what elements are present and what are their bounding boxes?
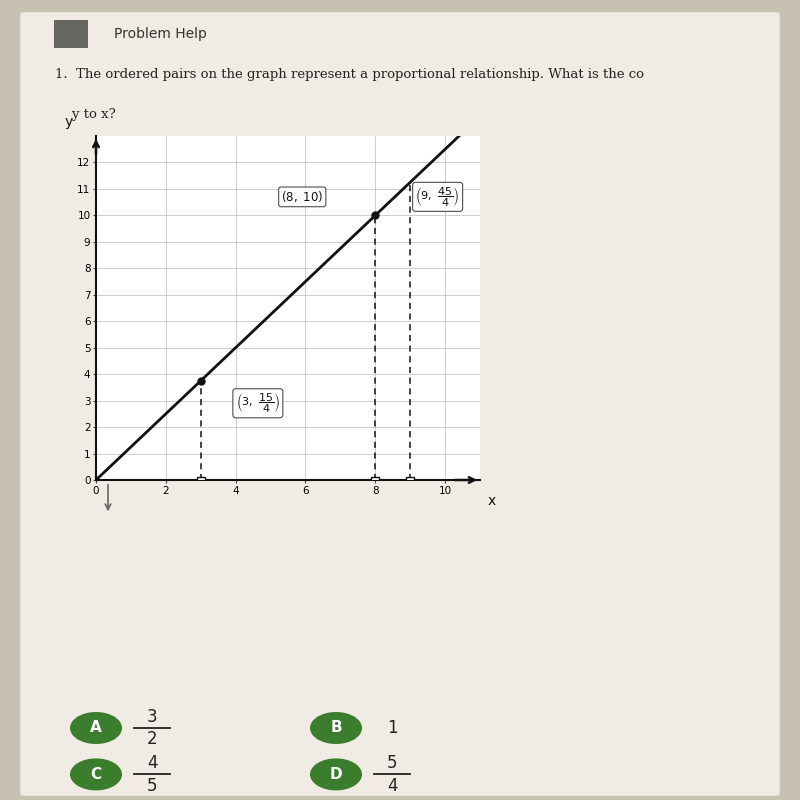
Bar bbox=[54, 19, 88, 48]
Text: $\left(9,\ \dfrac{45}{4}\right)$: $\left(9,\ \dfrac{45}{4}\right)$ bbox=[415, 185, 460, 209]
Text: 1.  The ordered pairs on the graph represent a proportional relationship. What i: 1. The ordered pairs on the graph repres… bbox=[54, 68, 644, 81]
Text: D: D bbox=[330, 767, 342, 782]
Text: $\left(3,\ \dfrac{15}{4}\right)$: $\left(3,\ \dfrac{15}{4}\right)$ bbox=[236, 391, 280, 415]
Text: B: B bbox=[330, 721, 342, 735]
Text: 2: 2 bbox=[146, 730, 158, 748]
Bar bbox=[371, 477, 379, 483]
Ellipse shape bbox=[70, 758, 122, 790]
Ellipse shape bbox=[310, 758, 362, 790]
Text: y: y bbox=[65, 115, 74, 129]
Text: 5: 5 bbox=[386, 754, 398, 772]
Text: 1: 1 bbox=[386, 719, 398, 737]
Text: 4: 4 bbox=[146, 754, 158, 772]
Text: 5: 5 bbox=[146, 777, 158, 794]
Ellipse shape bbox=[70, 712, 122, 744]
Text: 4: 4 bbox=[386, 777, 398, 794]
Text: 3: 3 bbox=[146, 708, 158, 726]
Bar bbox=[406, 477, 414, 483]
Text: y to x?: y to x? bbox=[54, 108, 115, 121]
Text: C: C bbox=[90, 767, 102, 782]
Text: A: A bbox=[90, 721, 102, 735]
Ellipse shape bbox=[310, 712, 362, 744]
Text: Problem Help: Problem Help bbox=[114, 27, 207, 41]
Text: x: x bbox=[488, 494, 496, 508]
Bar bbox=[197, 477, 205, 483]
Text: $(8,\ 10)$: $(8,\ 10)$ bbox=[281, 190, 323, 204]
